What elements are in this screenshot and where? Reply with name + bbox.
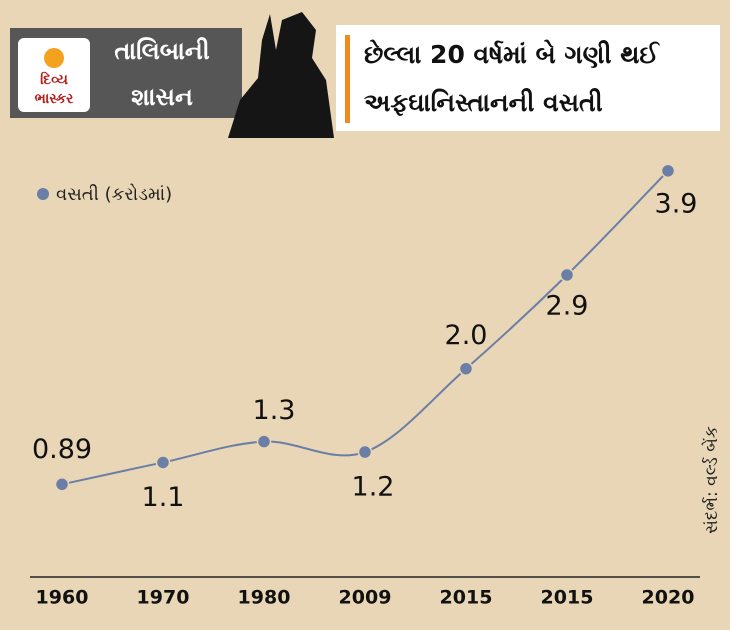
data-label: 1.1 [142, 482, 185, 513]
data-label: 2.9 [546, 290, 589, 321]
data-label: 2.0 [445, 320, 488, 351]
x-tick-label: 1980 [238, 587, 291, 609]
x-tick-label: 1970 [137, 587, 190, 609]
chart-title: છેલ્લા 20 વર્ષમાં બે ગણી થઈ [364, 40, 660, 69]
point [660, 163, 676, 179]
data-label: 1.2 [352, 472, 395, 503]
title-panel [336, 25, 720, 131]
source: સંદર્ભ: વર્લ્ડ બેંક [701, 426, 722, 534]
point [155, 455, 171, 470]
silhouette [228, 12, 334, 138]
title-bar [345, 35, 350, 123]
legend-marker [37, 188, 49, 200]
data-label: 0.89 [32, 434, 92, 465]
x-tick-label: 2015 [440, 587, 493, 609]
series-title: શાસન [131, 83, 193, 111]
brand-line: દિવ્ય [40, 71, 68, 88]
series-title: તાલિબાની [114, 37, 209, 65]
x-tick-label: 2020 [642, 587, 695, 609]
x-tick-label: 2015 [541, 587, 594, 609]
chart-title: અફઘાનિસ્તાનની વસતી [364, 88, 603, 117]
brand-line: ભાસ્કર [35, 91, 74, 107]
point [559, 267, 575, 283]
data-label: 1.3 [253, 395, 296, 426]
point [256, 434, 272, 449]
x-tick-label: 2009 [339, 587, 392, 609]
point [458, 361, 474, 376]
legend-label: વસતી (કરોડમાં) [56, 184, 172, 205]
data-label: 3.9 [655, 188, 698, 219]
point [357, 444, 373, 460]
logo-box [18, 38, 90, 112]
point [54, 477, 70, 492]
x-tick-label: 1960 [36, 587, 89, 609]
logo-sun [44, 48, 64, 68]
